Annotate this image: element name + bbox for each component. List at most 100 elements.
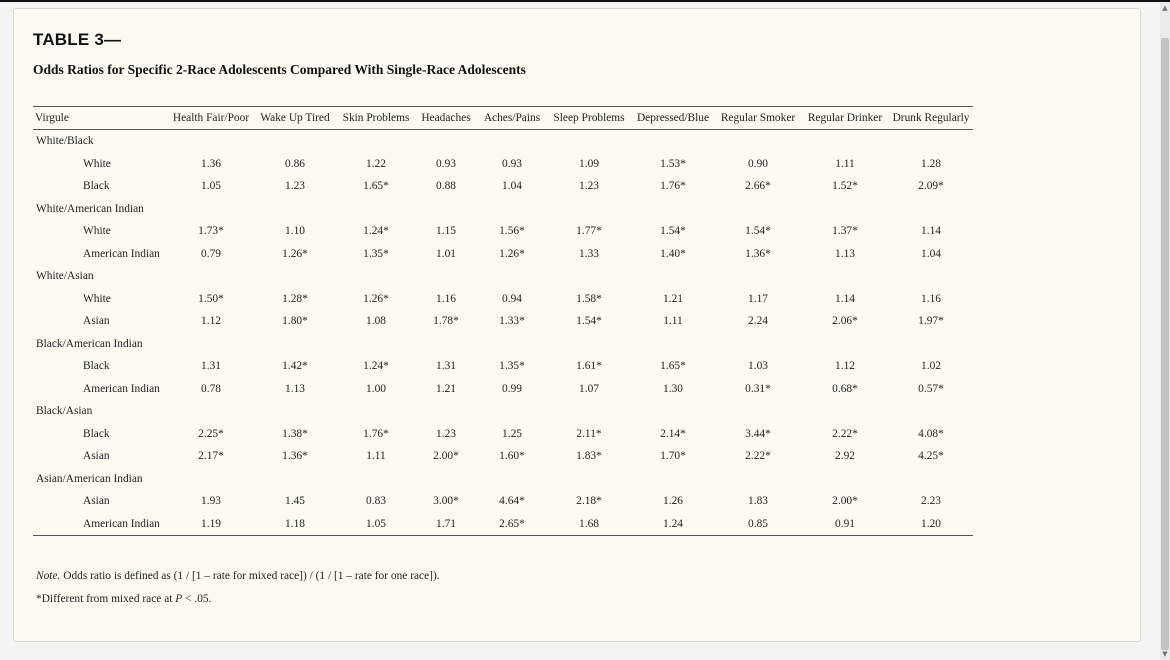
table-cell: 1.70* xyxy=(660,450,686,463)
table-cell: 1.77* xyxy=(576,225,602,238)
table-row: White 1.73* 1.10 1.24* 1.15 1.56* 1.77* 1.54* 1.… xyxy=(33,220,973,243)
table-cell: 0.90 xyxy=(748,157,768,170)
table-cell: 1.80* xyxy=(282,315,308,328)
column-header: Wake Up Tired xyxy=(253,106,337,130)
table-cell: 1.17 xyxy=(748,292,768,305)
table-cell: 1.15 xyxy=(436,225,456,238)
table-label: TABLE 3— xyxy=(33,30,122,49)
table-row: Asian 1.12 1.80* 1.08 1.78* 1.33* 1.54* 1.11 2.2… xyxy=(33,310,973,333)
table-cell: 1.45 xyxy=(285,495,305,508)
column-header: Sleep Problems xyxy=(547,106,631,130)
group-label: Black/Asian xyxy=(36,405,93,418)
group-label: Black/American Indian xyxy=(36,337,143,350)
table-cell: 1.24* xyxy=(363,360,389,373)
table-cell: 1.02 xyxy=(921,360,941,373)
table-cell: 1.76* xyxy=(660,180,686,193)
table-body: White/Black White 1.36 0.86 1.22 0.93 0.93 1.09… xyxy=(33,130,973,536)
column-header: Aches/Pains xyxy=(477,106,547,130)
table-cell: 2.25* xyxy=(198,427,224,440)
table-cell: 1.26* xyxy=(363,292,389,305)
column-header: Headaches xyxy=(415,106,477,130)
table-cell: 1.53* xyxy=(660,157,686,170)
table-cell: 1.11 xyxy=(663,315,683,328)
table-cell: 1.31 xyxy=(436,360,456,373)
table-cell: 2.18* xyxy=(576,495,602,508)
table-cell: 1.22 xyxy=(366,157,386,170)
table-cell: 1.23 xyxy=(285,180,305,193)
table-cell: 0.83 xyxy=(366,495,386,508)
table-cell: 1.38* xyxy=(282,427,308,440)
table-cell: 2.00* xyxy=(433,450,459,463)
table-cell: 1.09 xyxy=(579,157,599,170)
table-cell: 0.85 xyxy=(715,512,801,536)
table-cell: 1.13 xyxy=(835,247,855,260)
scroll-up-arrow-icon[interactable]: ▲ xyxy=(1162,4,1168,12)
group-row: Asian/American Indian xyxy=(33,468,973,491)
table-cell: 1.14 xyxy=(835,292,855,305)
table-cell: 3.00* xyxy=(433,495,459,508)
table-cell: 1.73* xyxy=(198,225,224,238)
row-label: American Indian xyxy=(33,512,169,536)
column-header: Regular Drinker xyxy=(801,106,889,130)
table-row: American Indian 0.78 1.13 1.00 1.21 0.99 1.07 1… xyxy=(33,378,973,401)
table-cell: 1.93 xyxy=(201,495,221,508)
row-label: American Indian xyxy=(83,247,160,260)
table-cell: 1.13 xyxy=(285,382,305,395)
table-cell: 1.40* xyxy=(660,247,686,260)
table-cell: 1.28 xyxy=(921,157,941,170)
table-cell: 2.14* xyxy=(660,427,686,440)
table-cell: 0.86 xyxy=(285,157,305,170)
table-row: Asian 2.17* 1.36* 1.11 2.00* 1.60* 1.83* 1.70* 2… xyxy=(33,445,973,468)
table-cell: 2.65* xyxy=(477,512,547,536)
table-cell: 1.65* xyxy=(660,360,686,373)
row-label: Black xyxy=(83,180,110,193)
table-cell: 2.22* xyxy=(832,427,858,440)
row-label: Asian xyxy=(83,315,110,328)
group-row: White/Black xyxy=(33,130,973,153)
table-cell: 1.71 xyxy=(415,512,477,536)
table-cell: 1.03 xyxy=(748,360,768,373)
group-row: White/American Indian xyxy=(33,198,973,221)
table-cell: 1.18 xyxy=(253,512,337,536)
table-cell: 1.36* xyxy=(745,247,771,260)
top-border xyxy=(0,0,1170,2)
table-cell: 4.08* xyxy=(918,427,944,440)
table-cell: 1.42* xyxy=(282,360,308,373)
note-text: Odds ratio is defined as (1 / [1 – rate … xyxy=(60,570,440,582)
table-cell: 1.30 xyxy=(663,382,683,395)
table-cell: 1.97* xyxy=(918,315,944,328)
table-cell: 0.79 xyxy=(201,247,221,260)
table-cell: 1.54* xyxy=(745,225,771,238)
table-cell: 1.56* xyxy=(499,225,525,238)
footnote-value: < .05. xyxy=(182,593,212,605)
table-cell: 1.78* xyxy=(433,315,459,328)
vertical-scrollbar[interactable]: ▲ ▼ xyxy=(1160,2,1170,660)
table-cell: 2.17* xyxy=(198,450,224,463)
table-cell: 1.58* xyxy=(576,292,602,305)
table-cell: 1.08 xyxy=(366,315,386,328)
table-cell: 1.36* xyxy=(282,450,308,463)
table-row: Black 1.05 1.23 1.65* 0.88 1.04 1.23 1.76* 2.66*… xyxy=(33,175,973,198)
scrollbar-thumb[interactable] xyxy=(1161,38,1169,650)
table-cell: 2.92 xyxy=(835,450,855,463)
table-cell: 0.57* xyxy=(918,382,944,395)
table-cell: 1.23 xyxy=(579,180,599,193)
group-row: White/Asian xyxy=(33,265,973,288)
table-cell: 1.54* xyxy=(660,225,686,238)
table-cell: 1.24 xyxy=(631,512,715,536)
table-cell: 1.24* xyxy=(363,225,389,238)
group-row: Black/American Indian xyxy=(33,333,973,356)
table-cell: 1.16 xyxy=(921,292,941,305)
table-cell: 1.04 xyxy=(502,180,522,193)
table-cell: 1.65* xyxy=(363,180,389,193)
table-cell: 1.12 xyxy=(201,315,221,328)
table-cell: 1.52* xyxy=(832,180,858,193)
group-row: Black/Asian xyxy=(33,400,973,423)
scroll-down-arrow-icon[interactable]: ▼ xyxy=(1162,650,1168,658)
table-cell: 1.35* xyxy=(499,360,525,373)
table-cell: 0.91 xyxy=(801,512,889,536)
table-cell: 1.05 xyxy=(337,512,415,536)
row-label: American Indian xyxy=(83,382,160,395)
table-cell: 1.60* xyxy=(499,450,525,463)
table-cell: 1.12 xyxy=(835,360,855,373)
